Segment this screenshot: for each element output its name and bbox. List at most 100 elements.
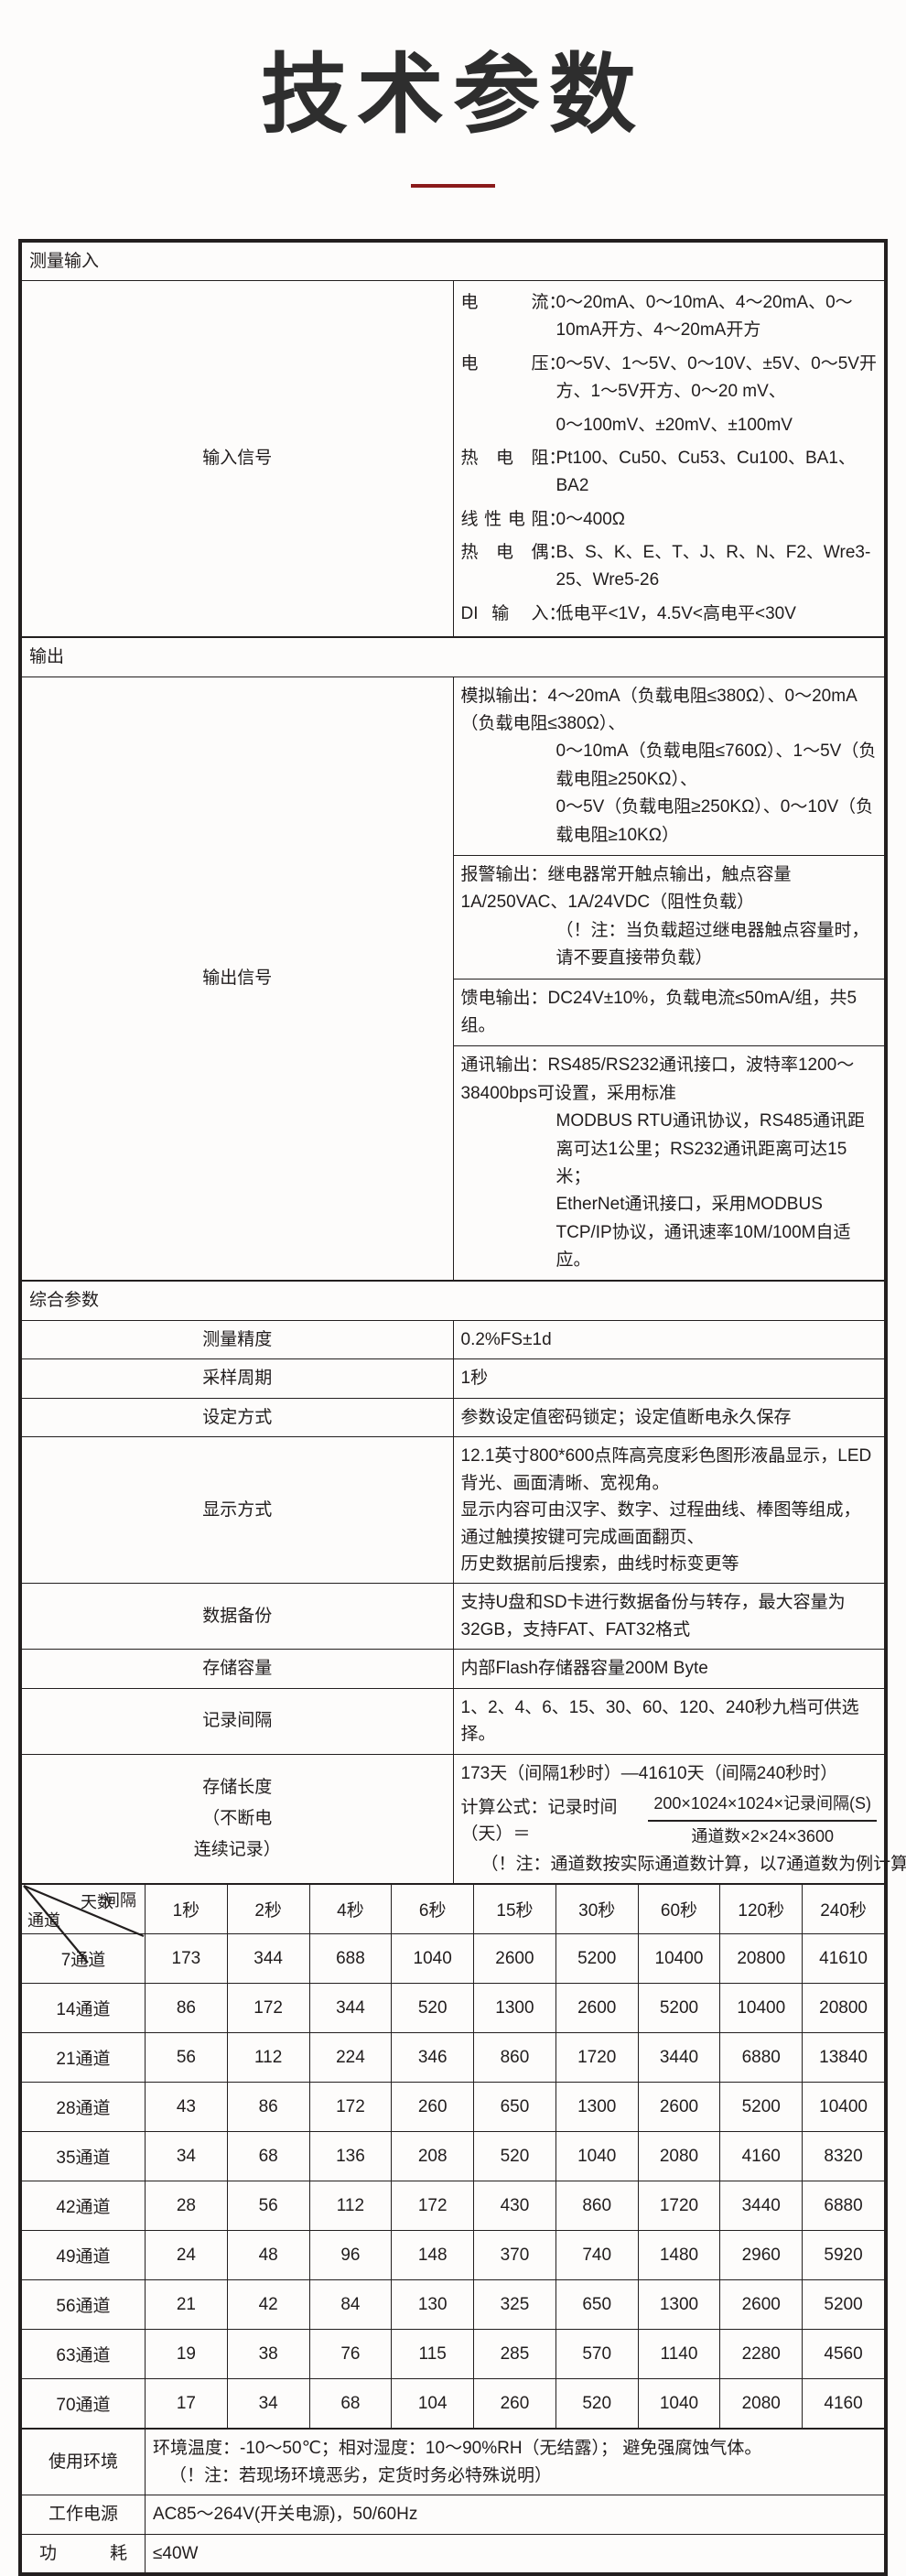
matrix-cell: 24 [146, 2231, 228, 2280]
use-environment-line2: （！注：若现场环境恶劣，定货时务必特殊说明） [153, 2462, 877, 2489]
output-analog-line3: 0～5V（负载电阻≥250KΩ）、0～10V（负载电阻≥10KΩ） [461, 794, 878, 850]
display-line-2: 显示内容可由汉字、数字、过程曲线、棒图等组成，通过触摸按键可完成画面翻页、 [461, 1497, 878, 1551]
sampling-value: 1秒 [453, 1359, 885, 1398]
matrix-row-label: 63通道 [22, 2330, 146, 2379]
matrix-cell: 860 [555, 2181, 638, 2231]
output-alarm-line2: （！注：当负载超过继电器触点容量时，请不要直接带负载） [461, 917, 878, 973]
capacity-label: 存储容量 [22, 1650, 454, 1688]
input-row-di: DI 输 入： 低电平<1V，4.5V<高电平<30V [461, 598, 878, 631]
matrix-cell: 17 [146, 2379, 228, 2429]
storage-formula: 计算公式：记录时间（天）＝ 200×1024×1024×记录间隔(S) 通道数×… [461, 1791, 878, 1851]
input-value-voltage: 0～5V、1～5V、0～10V、±5V、0～5V开方、1～5V开方、0～20 m… [556, 348, 878, 409]
page-title: 技术参数 [0, 48, 906, 144]
storage-label-line3: 连续记录） [29, 1835, 446, 1866]
output-signal-label: 输出信号 [22, 676, 454, 1281]
matrix-cell: 20800 [803, 1984, 885, 2033]
storage-length-value: 173天（间隔1秒时）—41610天（间隔240秒时） 计算公式：记录时间（天）… [453, 1754, 885, 1884]
matrix-row-label: 49通道 [22, 2231, 146, 2280]
matrix-cell: 19 [146, 2330, 228, 2379]
input-row-current: 电 流： 0～20mA、0～10mA、4～20mA、0～10mA开方、4～20m… [461, 287, 878, 348]
input-row-rtd: 热 电 阻： Pt100、Cu50、Cu53、Cu100、BA1、BA2 [461, 442, 878, 503]
output-feed-cell: 馈电输出：DC24V±10%，负载电流≤50mA/组，共5组。 [454, 979, 885, 1046]
matrix-col-header-60s: 60秒 [638, 1885, 720, 1934]
accuracy-label: 测量精度 [22, 1320, 454, 1358]
matrix-cell: 344 [309, 1984, 392, 2033]
storage-matrix-table: 间隔 天数 通道 1秒 2秒 4秒 6秒 15秒 30秒 60秒 120秒 24… [21, 1884, 885, 2429]
matrix-cell: 570 [555, 2330, 638, 2379]
matrix-cell: 6880 [803, 2181, 885, 2231]
matrix-row-label: 35通道 [22, 2132, 146, 2181]
matrix-cell: 650 [555, 2280, 638, 2330]
matrix-cell: 48 [227, 2231, 309, 2280]
matrix-cell: 2600 [720, 2280, 803, 2330]
matrix-cell: 370 [474, 2231, 556, 2280]
matrix-cell: 2080 [638, 2132, 720, 2181]
matrix-cell: 10400 [638, 1934, 720, 1984]
matrix-cell: 2600 [555, 1984, 638, 2033]
page-header: 技术参数 [0, 0, 906, 188]
input-key-blank [461, 409, 556, 442]
output-comm-cell: 通讯输出：RS485/RS232通讯接口，波特率1200～38400bps可设置… [454, 1046, 885, 1281]
matrix-cell: 2600 [638, 2083, 720, 2132]
matrix-col-header-1s: 1秒 [146, 1885, 228, 1934]
table-row: 63通道 19 38 76 115 285 570 1140 2280 4560 [22, 2330, 885, 2379]
matrix-cell: 10400 [803, 2083, 885, 2132]
output-alarm-cell: 报警输出：继电器常开触点输出，触点容量1A/250VAC、1A/24VDC（阻性… [454, 856, 885, 980]
input-value-di: 低电平<1V，4.5V<高电平<30V [556, 598, 878, 631]
matrix-cell: 5200 [555, 1934, 638, 1984]
general-row-accuracy: 测量精度 0.2%FS±1d [22, 1320, 885, 1358]
matrix-cell: 84 [309, 2280, 392, 2330]
general-row-sampling: 采样周期 1秒 [22, 1359, 885, 1398]
matrix-row-label: 56通道 [22, 2280, 146, 2330]
matrix-cell: 1720 [555, 2033, 638, 2083]
general-params-table: 综合参数 测量精度 0.2%FS±1d 采样周期 1秒 设定方式 参数设定值密码… [21, 1281, 885, 1884]
matrix-corner-cell: 间隔 天数 通道 [22, 1885, 146, 1934]
matrix-col-header-2s: 2秒 [227, 1885, 309, 1934]
matrix-header-row: 间隔 天数 通道 1秒 2秒 4秒 6秒 15秒 30秒 60秒 120秒 24… [22, 1885, 885, 1934]
general-row-setting: 设定方式 参数设定值密码锁定；设定值断电永久保存 [22, 1398, 885, 1436]
section-header-general: 综合参数 [22, 1282, 885, 1320]
table-row: 49通道 24 48 96 148 370 740 1480 2960 5920 [22, 2231, 885, 2280]
output-signal-row: 输出信号 模拟输出：4～20mA（负载电阻≤380Ω）、0～20mA（负载电阻≤… [22, 676, 885, 1281]
matrix-cell: 112 [309, 2181, 392, 2231]
backup-label: 数据备份 [22, 1584, 454, 1650]
matrix-cell: 224 [309, 2033, 392, 2083]
matrix-cell: 5920 [803, 2231, 885, 2280]
matrix-cell: 3440 [720, 2181, 803, 2231]
matrix-col-header-4s: 4秒 [309, 1885, 392, 1934]
output-feed-group: 馈电输出：DC24V±10%，负载电流≤50mA/组，共5组。 [454, 979, 885, 1046]
matrix-cell: 104 [392, 2379, 474, 2429]
matrix-cell: 1300 [555, 2083, 638, 2132]
matrix-cell: 173 [146, 1934, 228, 1984]
matrix-cell: 688 [309, 1934, 392, 1984]
section-header-output: 输出 [22, 638, 885, 676]
matrix-cell: 2960 [720, 2231, 803, 2280]
matrix-cell: 650 [474, 2083, 556, 2132]
table-row: 70通道 17 34 68 104 260 520 1040 2080 4160 [22, 2379, 885, 2429]
matrix-row-label: 21通道 [22, 2033, 146, 2083]
matrix-cell: 38 [227, 2330, 309, 2379]
storage-range-text: 173天（间隔1秒时）—41610天（间隔240秒时） [461, 1760, 878, 1787]
table-row: 14通道 86 172 344 520 1300 2600 5200 10400… [22, 1984, 885, 2033]
input-value-thermocouple: B、S、K、E、T、J、R、N、F2、Wre3-25、Wre5-26 [556, 536, 878, 598]
power-supply-value: AC85～264V(开关电源)，50/60Hz [146, 2495, 885, 2534]
matrix-cell: 5200 [720, 2083, 803, 2132]
interval-value: 1、2、4、6、15、30、60、120、240秒九档可供选择。 [453, 1688, 885, 1754]
output-heading: 输出 [22, 638, 885, 676]
matrix-cell: 1300 [474, 1984, 556, 2033]
matrix-cell: 6880 [720, 2033, 803, 2083]
matrix-col-header-15s: 15秒 [474, 1885, 556, 1934]
matrix-cell: 68 [227, 2132, 309, 2181]
matrix-cell: 86 [227, 2083, 309, 2132]
matrix-cell: 1300 [638, 2280, 720, 2330]
input-key-thermocouple: 热 电 偶： [461, 536, 556, 598]
use-environment-value: 环境温度：-10～50℃；相对湿度：10～90%RH（无结露）； 避免强腐蚀气体… [146, 2430, 885, 2495]
matrix-cell: 1040 [555, 2132, 638, 2181]
matrix-cell: 34 [146, 2132, 228, 2181]
input-key-rtd: 热 电 阻： [461, 442, 556, 503]
output-analog-line1: 模拟输出：4～20mA（负载电阻≤380Ω）、0～20mA（负载电阻≤380Ω）… [461, 683, 878, 739]
output-comm-line3: EtherNet通讯接口，采用MODBUS TCP/IP协议，通讯速率10M/1… [461, 1191, 878, 1274]
input-value-voltage-cont: 0～100mV、±20mV、±100mV [556, 409, 878, 442]
input-signal-row: 输入信号 电 流： 0～20mA、0～10mA、4～20mA、0～10mA开方、… [22, 280, 885, 636]
